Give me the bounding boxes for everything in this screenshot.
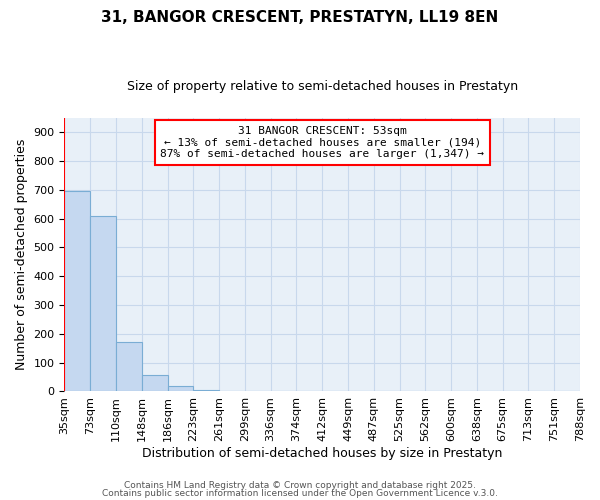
Bar [142, 375, 167, 392]
Text: Contains public sector information licensed under the Open Government Licence v.: Contains public sector information licen… [102, 488, 498, 498]
Y-axis label: Number of semi-detached properties: Number of semi-detached properties [15, 139, 28, 370]
Text: Contains HM Land Registry data © Crown copyright and database right 2025.: Contains HM Land Registry data © Crown c… [124, 481, 476, 490]
Bar [116, 342, 142, 392]
Bar [64, 191, 90, 392]
Text: 31, BANGOR CRESCENT, PRESTATYN, LL19 8EN: 31, BANGOR CRESCENT, PRESTATYN, LL19 8EN [101, 10, 499, 25]
X-axis label: Distribution of semi-detached houses by size in Prestatyn: Distribution of semi-detached houses by … [142, 447, 502, 460]
Bar [90, 216, 116, 392]
Title: Size of property relative to semi-detached houses in Prestatyn: Size of property relative to semi-detach… [127, 80, 518, 93]
Bar [167, 386, 193, 392]
Bar [193, 390, 219, 392]
Text: 31 BANGOR CRESCENT: 53sqm
← 13% of semi-detached houses are smaller (194)
87% of: 31 BANGOR CRESCENT: 53sqm ← 13% of semi-… [160, 126, 484, 159]
